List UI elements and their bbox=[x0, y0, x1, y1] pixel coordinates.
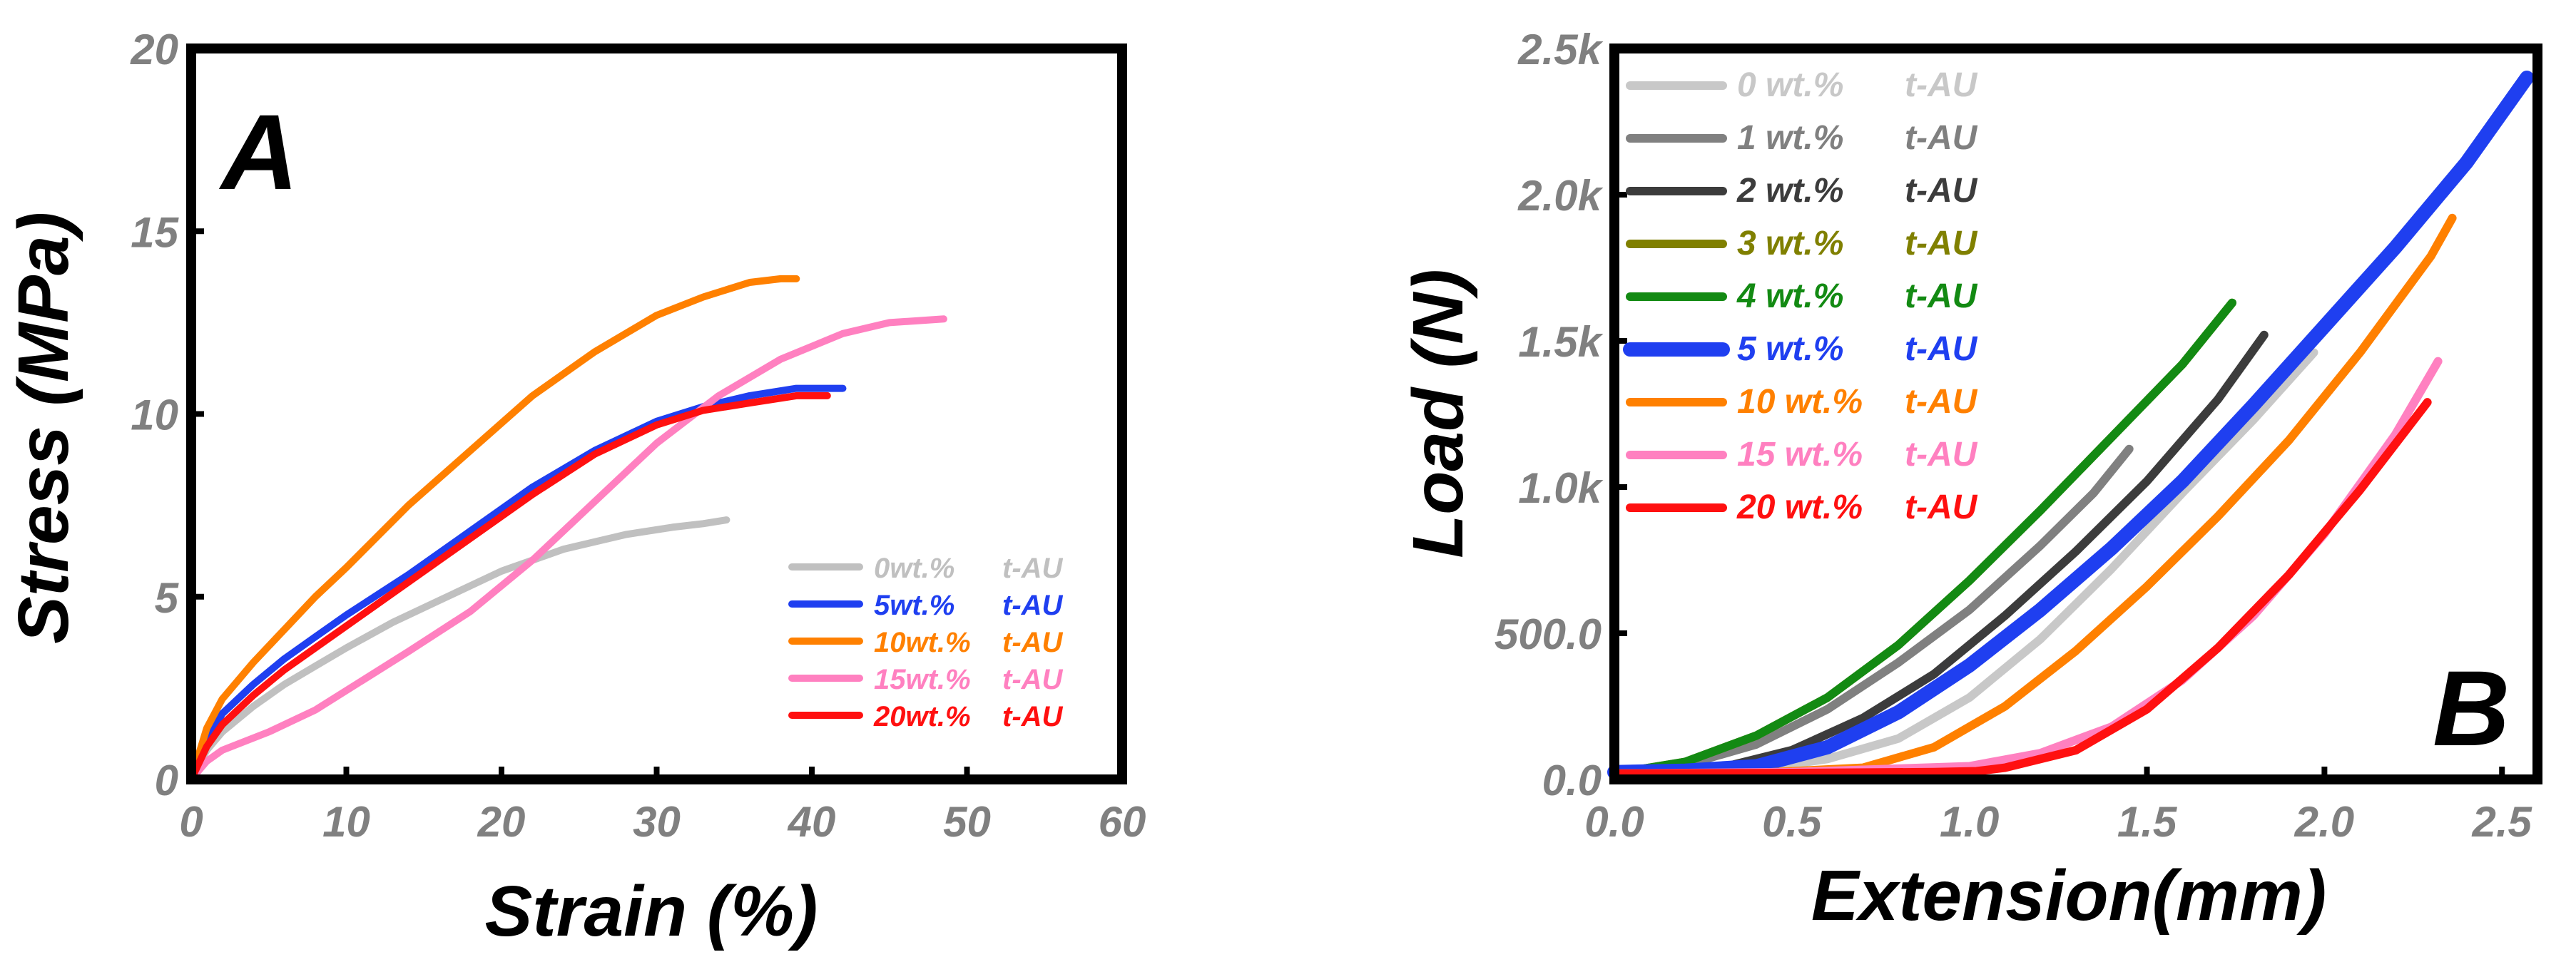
panel-a-frame bbox=[186, 44, 1127, 784]
panel-a-xlabel: Strain (%) bbox=[485, 871, 818, 951]
legend-suffix: t-AU bbox=[1905, 225, 1978, 262]
panel-b-xtick-label: 1.0 bbox=[1940, 798, 1999, 846]
panel-b-ytick-label: 2.5k bbox=[1517, 26, 1603, 73]
panel-b-ytick-label: 1.0k bbox=[1518, 464, 1603, 512]
legend-label: 15 wt.% bbox=[1737, 436, 1863, 474]
panel-b-frame bbox=[1609, 44, 2542, 784]
panel-a-series-line bbox=[188, 516, 730, 783]
panel-a-xtick-label: 20 bbox=[477, 798, 526, 846]
panel-a-xtick-label: 0 bbox=[179, 798, 203, 846]
panel-a-xtick-label: 40 bbox=[788, 798, 836, 846]
panel-a-ytick-label: 0 bbox=[155, 757, 178, 804]
legend-suffix: t-AU bbox=[1002, 664, 1064, 695]
panel-a-xtick-label: 50 bbox=[943, 798, 991, 846]
legend-label: 5 wt.% bbox=[1737, 330, 1843, 368]
panel-b-ytick-label: 1.5k bbox=[1518, 318, 1603, 366]
legend-suffix: t-AU bbox=[1002, 701, 1064, 732]
panel-b-xtick-label: 0.5 bbox=[1762, 798, 1823, 846]
panel-b-label: B bbox=[2433, 648, 2510, 768]
panel-a-ylabel: Stress (MPa) bbox=[4, 212, 83, 644]
panel-a-chart: Stress (MPa) Strain (%) 0 5 10 15 20 0 10 20 30… bbox=[4, 26, 1146, 951]
panel-b-xtick-label: 1.5 bbox=[2117, 798, 2178, 846]
panel-a-ytick-label: 20 bbox=[130, 26, 178, 73]
legend-label: 10 wt.% bbox=[1737, 383, 1863, 421]
legend-label: 1 wt.% bbox=[1737, 119, 1843, 157]
legend-suffix: t-AU bbox=[1905, 66, 1978, 104]
legend-suffix: t-AU bbox=[1002, 553, 1064, 584]
panel-b-chart: Load (N) Extension(mm) 0.0 500.0 1.0k 1.5k 2… bbox=[1398, 26, 2542, 936]
panel-b-series-line bbox=[1610, 398, 2432, 778]
legend-suffix: t-AU bbox=[1905, 119, 1978, 157]
panel-b-ylabel: Load (N) bbox=[1398, 269, 1478, 558]
panel-a-ytick-label: 10 bbox=[131, 392, 178, 439]
legend-label: 4 wt.% bbox=[1736, 277, 1843, 315]
panel-a-series-line bbox=[188, 384, 847, 783]
legend-label: 20wt.% bbox=[873, 701, 971, 732]
panel-b-ytick-label: 500.0 bbox=[1495, 610, 1602, 658]
panel-a-series-group bbox=[188, 275, 947, 783]
panel-b-ytick-label: 0.0 bbox=[1542, 757, 1602, 804]
panel-a-series-line bbox=[188, 275, 800, 783]
legend-label: 5wt.% bbox=[874, 590, 954, 621]
legend-suffix: t-AU bbox=[1002, 627, 1064, 658]
panel-b-xtick-label: 2.5 bbox=[2472, 798, 2533, 846]
panel-b-series-group bbox=[1607, 71, 2535, 779]
panel-a-ytick-label: 5 bbox=[155, 574, 180, 622]
panel-b-xtick-label: 0.0 bbox=[1584, 798, 1644, 846]
legend-suffix: t-AU bbox=[1002, 590, 1064, 621]
legend-suffix: t-AU bbox=[1905, 277, 1978, 315]
legend-suffix: t-AU bbox=[1905, 330, 1978, 368]
panel-b-series-line bbox=[1610, 357, 2443, 778]
panel-a-xtick-label: 60 bbox=[1099, 798, 1146, 846]
panel-b-series-line bbox=[1610, 298, 2236, 778]
legend-label: 0 wt.% bbox=[1737, 66, 1843, 104]
legend-suffix: t-AU bbox=[1905, 436, 1978, 474]
panel-a-legend: 0wt.% t-AU 5wt.% t-AU 10wt.% t-AU 15wt.% t-AU 20… bbox=[788, 553, 1064, 732]
panel-b-series-line bbox=[1610, 444, 2134, 778]
legend-label: 20 wt.% bbox=[1736, 488, 1863, 526]
panel-a-xtick-label: 30 bbox=[633, 798, 681, 846]
panel-b-legend: 0 wt.% t-AU 1 wt.% t-AU 2 wt.% t-AU 3 wt.% t-AU… bbox=[1623, 66, 1978, 526]
panel-a-ytick-label: 15 bbox=[131, 208, 179, 256]
panel-b-xlabel: Extension(mm) bbox=[1811, 856, 2326, 936]
legend-suffix: t-AU bbox=[1905, 383, 1978, 421]
panel-b-xtick-label: 2.0 bbox=[2294, 798, 2354, 846]
panel-a-series-line bbox=[188, 392, 831, 783]
legend-label: 2 wt.% bbox=[1736, 172, 1843, 210]
panel-a-xtick-label: 10 bbox=[322, 798, 370, 846]
legend-label: 3 wt.% bbox=[1737, 225, 1843, 262]
panel-a-label: A bbox=[218, 92, 298, 212]
legend-label: 0wt.% bbox=[874, 553, 954, 584]
panel-b-series-line bbox=[1607, 71, 2535, 779]
panel-b-ytick-label: 2.0k bbox=[1517, 172, 1603, 220]
panel-a-series-line bbox=[188, 315, 947, 783]
legend-label: 15wt.% bbox=[874, 664, 971, 695]
legend-label: 10wt.% bbox=[874, 627, 971, 658]
legend-suffix: t-AU bbox=[1905, 172, 1978, 210]
legend-suffix: t-AU bbox=[1905, 488, 1978, 526]
